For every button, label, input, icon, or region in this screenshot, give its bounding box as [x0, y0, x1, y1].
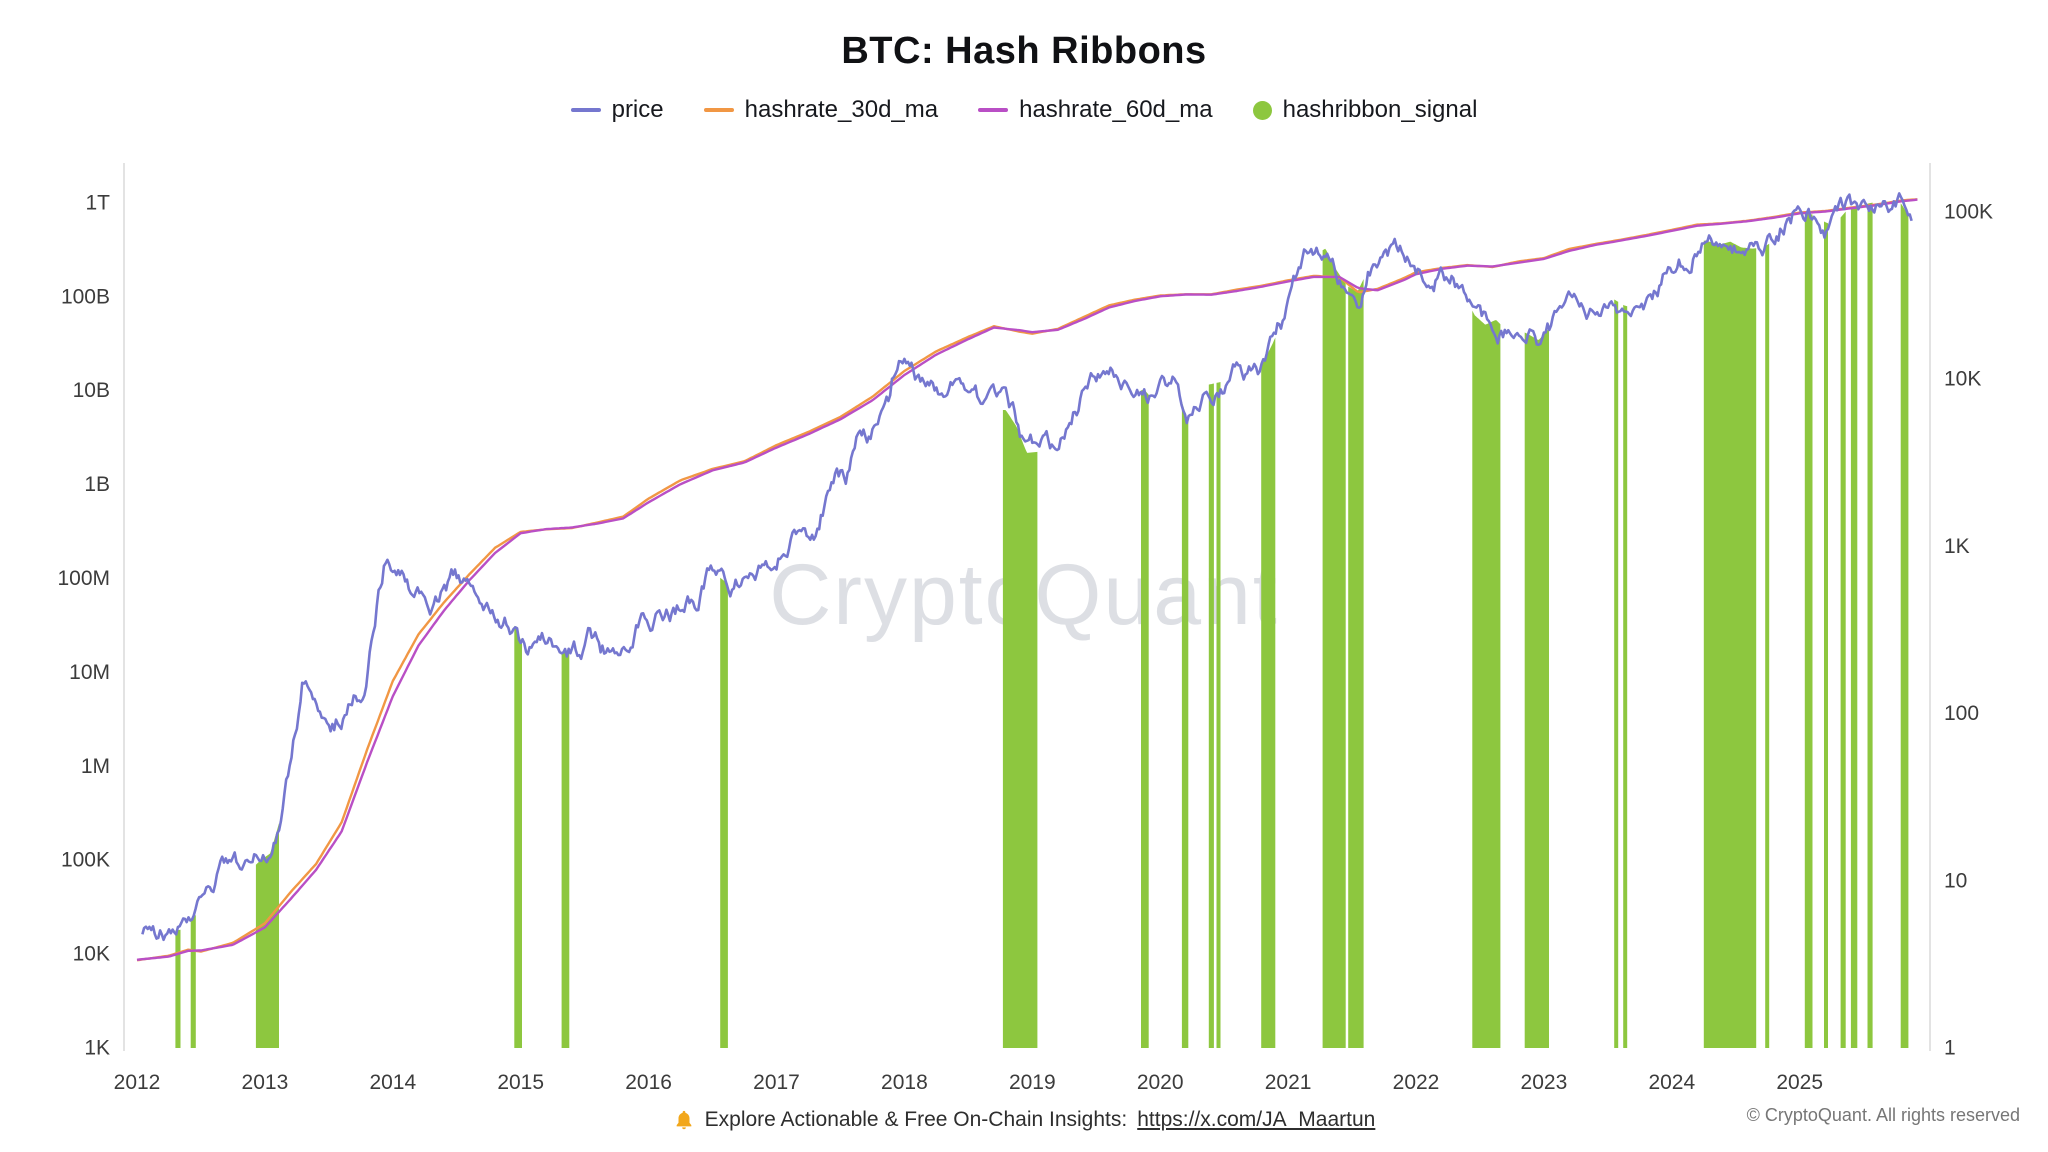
legend-item-hashrate-60d-ma[interactable]: hashrate_60d_ma — [978, 96, 1213, 124]
signal-bar — [1348, 279, 1364, 1048]
signal-bar — [255, 823, 279, 1048]
left-axis-tick-label: 1B — [84, 473, 110, 496]
hashrate-30d-line-swatch-icon — [703, 108, 734, 112]
x-axis-tick-label: 2020 — [1137, 1071, 1184, 1094]
copyright-text: © CryptoQuant. All rights reserved — [1746, 1105, 2020, 1125]
x-axis-tick-label: 2018 — [881, 1071, 928, 1094]
signal-bar — [561, 650, 570, 1048]
bell-icon — [676, 1110, 691, 1130]
signal-bar — [1181, 401, 1189, 1048]
x-axis-tick-label: 2023 — [1521, 1071, 1568, 1094]
right-axis-tick-label: 100 — [1944, 702, 1979, 725]
left-axis-tick-label: 10B — [73, 379, 110, 402]
x-axis-tick-label: 2017 — [753, 1071, 800, 1094]
signal-bar — [1824, 221, 1828, 1048]
hashrate-60d-ma-line — [136, 198, 1918, 961]
legend-item-hashrate-30d-ma[interactable]: hashrate_30d_ma — [703, 96, 939, 124]
signal-bar — [1703, 240, 1757, 1049]
signal-bar — [1002, 410, 1038, 1048]
signal-bar — [1141, 389, 1149, 1048]
footer: Explore Actionable & Free On-Chain Insig… — [0, 1108, 2048, 1132]
page-title: BTC: Hash Ribbons — [841, 30, 1207, 72]
signal-bar — [1524, 328, 1549, 1049]
x-axis-tick-label: 2025 — [1776, 1071, 1823, 1094]
signal-bar — [175, 929, 181, 1048]
right-axis-tick-label: 1K — [1944, 535, 1970, 558]
legend-label: hashrate_30d_ma — [744, 96, 939, 123]
x-axis-tick-label: 2021 — [1265, 1071, 1312, 1094]
x-axis-tick-label: 2019 — [1009, 1071, 1056, 1094]
left-axis-tick-label: 10M — [69, 661, 110, 684]
signal-bar — [1322, 248, 1346, 1048]
x-axis-tick-label: 2022 — [1393, 1071, 1440, 1094]
signal-bar — [1208, 383, 1214, 1048]
left-axis-tick-label: 10K — [73, 943, 110, 966]
left-axis-tick-label: 1K — [84, 1037, 110, 1060]
x-axis-tick-label: 2024 — [1648, 1071, 1695, 1094]
signal-bar — [1472, 310, 1501, 1049]
legend: price hashrate_30d_ma hashrate_60d_ma ha… — [0, 96, 2048, 124]
left-axis-tick-label: 100B — [61, 285, 110, 308]
price-line-swatch-icon — [570, 108, 601, 112]
hashribbon-signal-dot-icon — [1252, 100, 1272, 120]
signal-bar — [1216, 382, 1221, 1048]
left-axis-tick-label: 100K — [61, 849, 110, 872]
signal-bar — [1867, 202, 1873, 1049]
legend-label: hashribbon_signal — [1282, 96, 1478, 123]
signal-bar — [514, 625, 522, 1048]
legend-item-hashribbon-signal[interactable]: hashribbon_signal — [1252, 96, 1478, 124]
legend-label: price — [611, 96, 664, 123]
right-axis-tick-label: 1 — [1944, 1037, 1956, 1060]
right-axis-tick-label: 100K — [1944, 201, 1993, 224]
signal-bar — [720, 577, 728, 1048]
left-axis-tick-label: 100M — [57, 567, 110, 590]
signal-bar — [1261, 337, 1276, 1049]
signal-bar — [1614, 299, 1619, 1048]
signal-bar — [1900, 203, 1909, 1049]
price-line — [141, 192, 1913, 942]
footer-prompt: Explore Actionable & Free On-Chain Insig… — [704, 1108, 1128, 1131]
x-axis-tick-label: 2016 — [625, 1071, 672, 1094]
left-axis-tick-label: 1T — [85, 191, 110, 214]
signal-bar — [1850, 207, 1858, 1048]
signal-bar — [1623, 304, 1628, 1048]
left-axis-tick-label: 1M — [81, 755, 110, 778]
right-axis-tick-label: 10K — [1944, 368, 1981, 391]
signal-bar — [1804, 212, 1813, 1048]
x-axis-tick-label: 2012 — [114, 1071, 161, 1094]
x-axis-tick-label: 2014 — [369, 1071, 416, 1094]
footer-link[interactable]: https://x.com/JA_Maartun — [1137, 1108, 1376, 1131]
signal-bar — [190, 914, 196, 1048]
legend-label: hashrate_60d_ma — [1019, 96, 1213, 123]
legend-item-price[interactable]: price — [570, 96, 664, 124]
right-axis-tick-label: 10 — [1944, 869, 1967, 892]
signal-bar — [1840, 211, 1846, 1049]
hashrate-60d-line-swatch-icon — [978, 108, 1009, 112]
signal-bar — [1765, 243, 1770, 1048]
x-axis-tick-label: 2013 — [242, 1071, 289, 1094]
x-axis-tick-label: 2015 — [497, 1071, 544, 1094]
